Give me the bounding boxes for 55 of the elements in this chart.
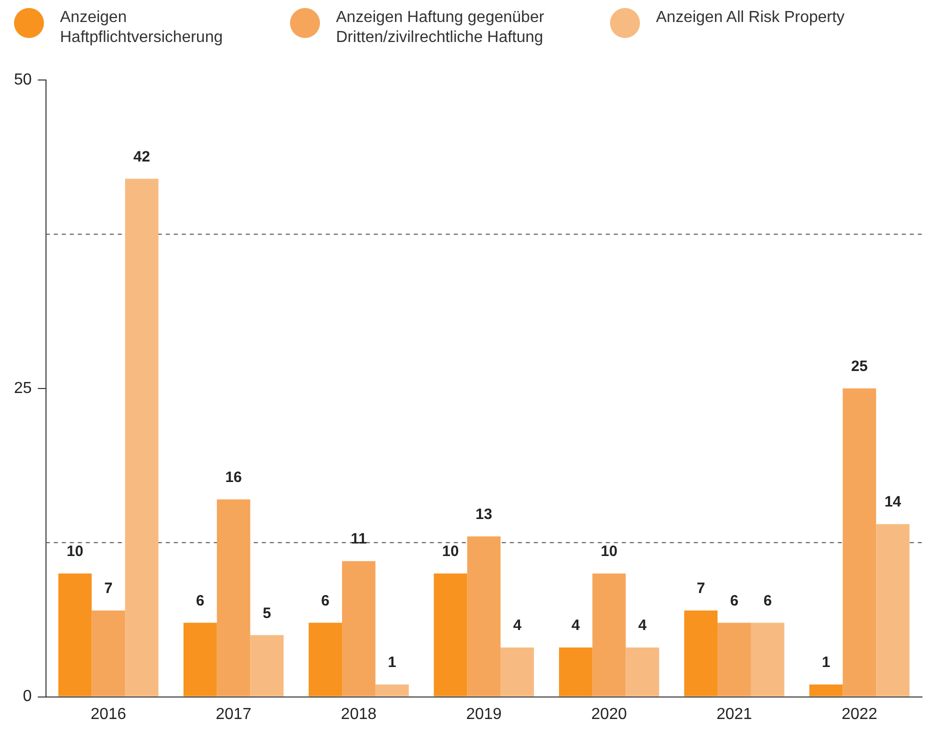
bar <box>750 622 784 696</box>
y-tick-label: 0 <box>22 688 32 706</box>
x-tick-label: 2021 <box>716 706 752 723</box>
data-label: 4 <box>572 617 581 634</box>
bar <box>250 635 284 696</box>
bar <box>216 499 250 696</box>
data-label: 42 <box>133 148 150 166</box>
x-tick-label: 2022 <box>842 706 878 723</box>
data-label: 7 <box>104 580 113 598</box>
x-tick-label: 2019 <box>466 706 502 723</box>
x-tick-label: 2018 <box>340 706 377 723</box>
x-tick-label: 2020 <box>591 706 627 723</box>
bar <box>125 178 158 696</box>
bar <box>92 610 126 696</box>
bar <box>58 573 92 696</box>
data-label: 7 <box>696 580 706 598</box>
data-label: 11 <box>350 530 367 548</box>
bar <box>876 524 910 696</box>
bar <box>809 684 843 696</box>
data-label: 1 <box>822 654 830 672</box>
bar <box>434 573 468 696</box>
bar <box>842 388 876 696</box>
data-label: 6 <box>730 592 738 610</box>
data-label: 10 <box>442 543 459 560</box>
legend-label: Anzeigen Haftpflichtversicherung <box>60 8 224 48</box>
data-label: 4 <box>638 617 648 634</box>
bar <box>718 622 751 696</box>
bar <box>559 647 592 696</box>
legend-label: Anzeigen All Risk Property <box>656 8 846 28</box>
bar <box>342 561 376 696</box>
bar <box>684 610 718 696</box>
data-label: 14 <box>884 494 902 511</box>
data-label: 6 <box>763 592 772 610</box>
x-tick-label: 2016 <box>90 706 126 723</box>
data-label: 1 <box>388 654 396 672</box>
data-label: 10 <box>66 543 84 560</box>
bar <box>308 622 342 696</box>
bar <box>467 536 501 696</box>
x-tick-label: 2017 <box>216 706 252 723</box>
data-label: 25 <box>851 358 868 376</box>
data-label: 13 <box>476 506 492 524</box>
y-tick-label: 50 <box>14 71 32 88</box>
y-tick-label: 25 <box>14 380 32 397</box>
bar <box>183 622 217 696</box>
legend-label: Anzeigen Haftung gegenüber Dritten/zivilrechtliche Haftung <box>336 8 546 48</box>
bar <box>500 647 534 696</box>
data-label: 6 <box>321 592 330 610</box>
bar <box>592 573 626 696</box>
data-label: 4 <box>513 617 522 634</box>
data-label: 6 <box>196 592 204 610</box>
bar <box>375 684 409 696</box>
data-label: 16 <box>225 469 242 486</box>
data-label: 10 <box>600 543 618 560</box>
bar <box>626 647 660 696</box>
data-label: 5 <box>262 604 272 622</box>
